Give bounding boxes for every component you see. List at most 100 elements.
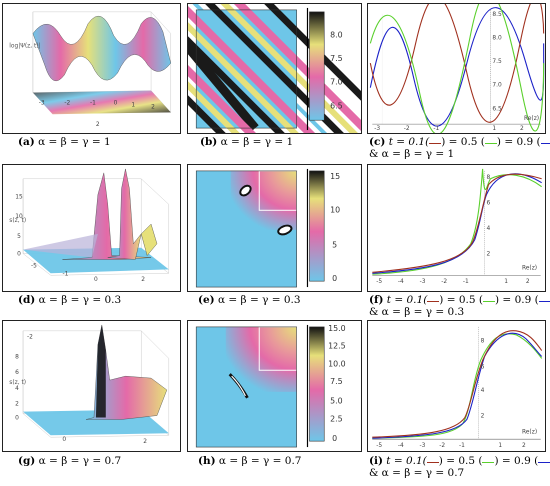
panel-f-lines: -5 -4 -3 -2 -1 1 2 8 6 4 2 Re(z)	[367, 164, 546, 292]
tick-c-x4: 2	[520, 126, 524, 132]
caption-text-e: α = β = γ = 0.3	[217, 294, 301, 306]
swatch-blue	[540, 136, 550, 144]
caption-text-g: α = β = γ = 0.7	[38, 455, 122, 467]
cb-b-0: 8.0	[330, 30, 343, 39]
cb-b-2: 7.0	[330, 78, 343, 87]
line-plot-i: -5 -4 -3 -2 -1 1 2 8 6 4 2 Re(z)	[372, 326, 543, 449]
tick-i-x3: -2	[439, 443, 445, 449]
caption-c: (c) t = 0.1() = 0.5 () = 0.9 ()	[369, 136, 550, 148]
cb-h-0: 15.0	[328, 324, 346, 333]
caption-b: (b) α = β = γ = 1	[200, 136, 293, 148]
tick-c-y4: 6.5	[492, 106, 502, 112]
tick-c-y3: 7.0	[492, 83, 502, 89]
swatch-green	[482, 455, 495, 463]
tick-d-4: -1	[62, 271, 68, 277]
tick-a-4: 1	[131, 102, 135, 108]
caption-letter-e: (e)	[198, 294, 215, 306]
tick-i-x2: -3	[420, 443, 426, 449]
tick-i-x4: -1	[459, 443, 465, 449]
cb-h-3: 7.5	[330, 377, 343, 386]
tick-a-3: 0	[114, 100, 118, 106]
density-plot-e: 15 10 5 0	[195, 168, 340, 288]
caption-i-p3: ) = 0.9 (	[494, 455, 539, 467]
tick-f-x0: -5	[376, 279, 382, 285]
caption-letter-d: (d)	[18, 294, 36, 306]
surface-plot-a: log|Ψ(z, t)| -3 -2 -1 0 1 2 2	[9, 11, 172, 128]
swatch-red	[426, 455, 439, 463]
panel-c-lines: -3 -2 -1 1 2 8.5 8.0 7.5 7.0 6.5 Re(z)	[367, 3, 546, 134]
xlabel-i: Re(z)	[522, 429, 537, 435]
caption-i-line2: & α = β = γ = 0.7	[369, 467, 465, 479]
cb-b-1: 7.5	[330, 54, 343, 63]
zlabel-a: log|Ψ(z, t)|	[9, 43, 40, 49]
tick-i-y3: 2	[481, 414, 485, 420]
caption-c-p2: ) = 0.5 (	[441, 136, 485, 148]
tick-g-4: 2	[143, 439, 147, 445]
caption-f-p3: ) = 0.9 (	[495, 294, 539, 306]
tick-f-x2: -3	[420, 279, 426, 285]
tick-d-z0: 15	[15, 194, 23, 200]
caption-c-line2: & α = β = γ = 1	[369, 148, 455, 160]
panel-a-3d-surface: log|Ψ(z, t)| -3 -2 -1 0 1 2 2	[2, 3, 181, 134]
swatch-red	[429, 136, 442, 144]
tick-c-y2: 7.5	[492, 59, 502, 65]
swatch-blue	[538, 294, 550, 302]
swatch-red	[427, 294, 440, 302]
tick-d-z1: 10	[15, 214, 23, 220]
caption-f-p1: t = 0.1(	[386, 294, 428, 306]
surface-plot-d: s(z, t) 15 10 5 0 -5 -1 0 2	[9, 168, 170, 283]
caption-letter-i: (i)	[369, 455, 383, 467]
tick-a-0: -3	[39, 100, 45, 106]
tick-c-x1: -2	[404, 126, 410, 132]
tick-f-x1: -4	[398, 279, 404, 285]
caption-c-p3: ) = 0.9 (	[496, 136, 541, 148]
tick-g-z4: 0	[15, 415, 19, 421]
panel-i-lines: -5 -4 -3 -2 -1 1 2 8 6 4 2 Re(z)	[367, 320, 546, 452]
caption-h: (h) α = β = γ = 0.7	[198, 455, 301, 467]
tick-i-x6: 2	[522, 443, 526, 449]
zlabel-g: s(z, t)	[9, 380, 26, 386]
panel-h-density: 15.0 12.5 10.0 7.5 5.0 2.5 0	[187, 320, 362, 452]
caption-text-d: α = β = γ = 0.3	[38, 294, 122, 306]
tick-i-y1: 6	[481, 364, 485, 370]
cb-h-4: 5.0	[330, 397, 343, 406]
colorbar-e	[309, 170, 325, 282]
tick-d-7: 2	[141, 277, 145, 283]
cb-h-2: 10.0	[328, 359, 346, 368]
cb-e-1: 10	[330, 205, 340, 214]
tick-g-z0: 8	[15, 354, 19, 360]
tick-i-x5: 1	[498, 443, 502, 449]
caption-letter-g: (g)	[18, 455, 36, 467]
tick-c-x3: 1	[492, 126, 496, 132]
tick-c-y1: 8.0	[492, 35, 502, 41]
tick-f-x4: -1	[463, 279, 469, 285]
caption-f-p2: ) = 0.5 (	[439, 294, 483, 306]
colorbar-h	[309, 326, 325, 442]
caption-letter-a: (a)	[18, 136, 35, 148]
surface-plot-g: s(z, t) 8 6 4 2 0 -2 0 2	[9, 324, 170, 445]
line-plot-f: -5 -4 -3 -2 -1 1 2 8 6 4 2 Re(z)	[372, 168, 542, 285]
xlabel-c: Re(z)	[524, 116, 539, 122]
tick-c-x2: -1	[433, 126, 439, 132]
caption-letter-c: (c)	[369, 136, 386, 148]
tick-d-z3: 0	[17, 252, 21, 258]
caption-d: (d) α = β = γ = 0.3	[18, 294, 121, 306]
panel-e-density: 15 10 5 0	[187, 164, 362, 292]
tick-i-x0: -5	[376, 443, 382, 449]
tick-a-1: -2	[64, 100, 70, 106]
tick-f-y3: 2	[487, 252, 491, 258]
line-plot-c: -3 -2 -1 1 2 8.5 8.0 7.5 7.0 6.5 Re(z)	[369, 4, 545, 133]
caption-c-p1: t = 0.1(	[388, 136, 430, 148]
density-plot-b: 8.0 7.5 7.0 6.5	[188, 4, 361, 133]
caption-letter-f: (f)	[369, 294, 384, 306]
caption-letter-h: (h)	[198, 455, 216, 467]
caption-text-a: α = β = γ = 1	[38, 136, 111, 148]
tick-g-z1: 6	[15, 370, 19, 376]
tick-c-x0: -3	[374, 126, 380, 132]
tick-g-z2: 4	[15, 386, 19, 392]
panel-b-density: 8.0 7.5 7.0 6.5	[187, 3, 362, 134]
caption-text-b: α = β = γ = 1	[220, 136, 294, 148]
panel-d-3d-surface: s(z, t) 15 10 5 0 -5 -1 0 2	[2, 164, 181, 292]
caption-f-line2: & α = β = γ = 0.3	[369, 306, 465, 318]
caption-letter-b: (b)	[200, 136, 218, 148]
